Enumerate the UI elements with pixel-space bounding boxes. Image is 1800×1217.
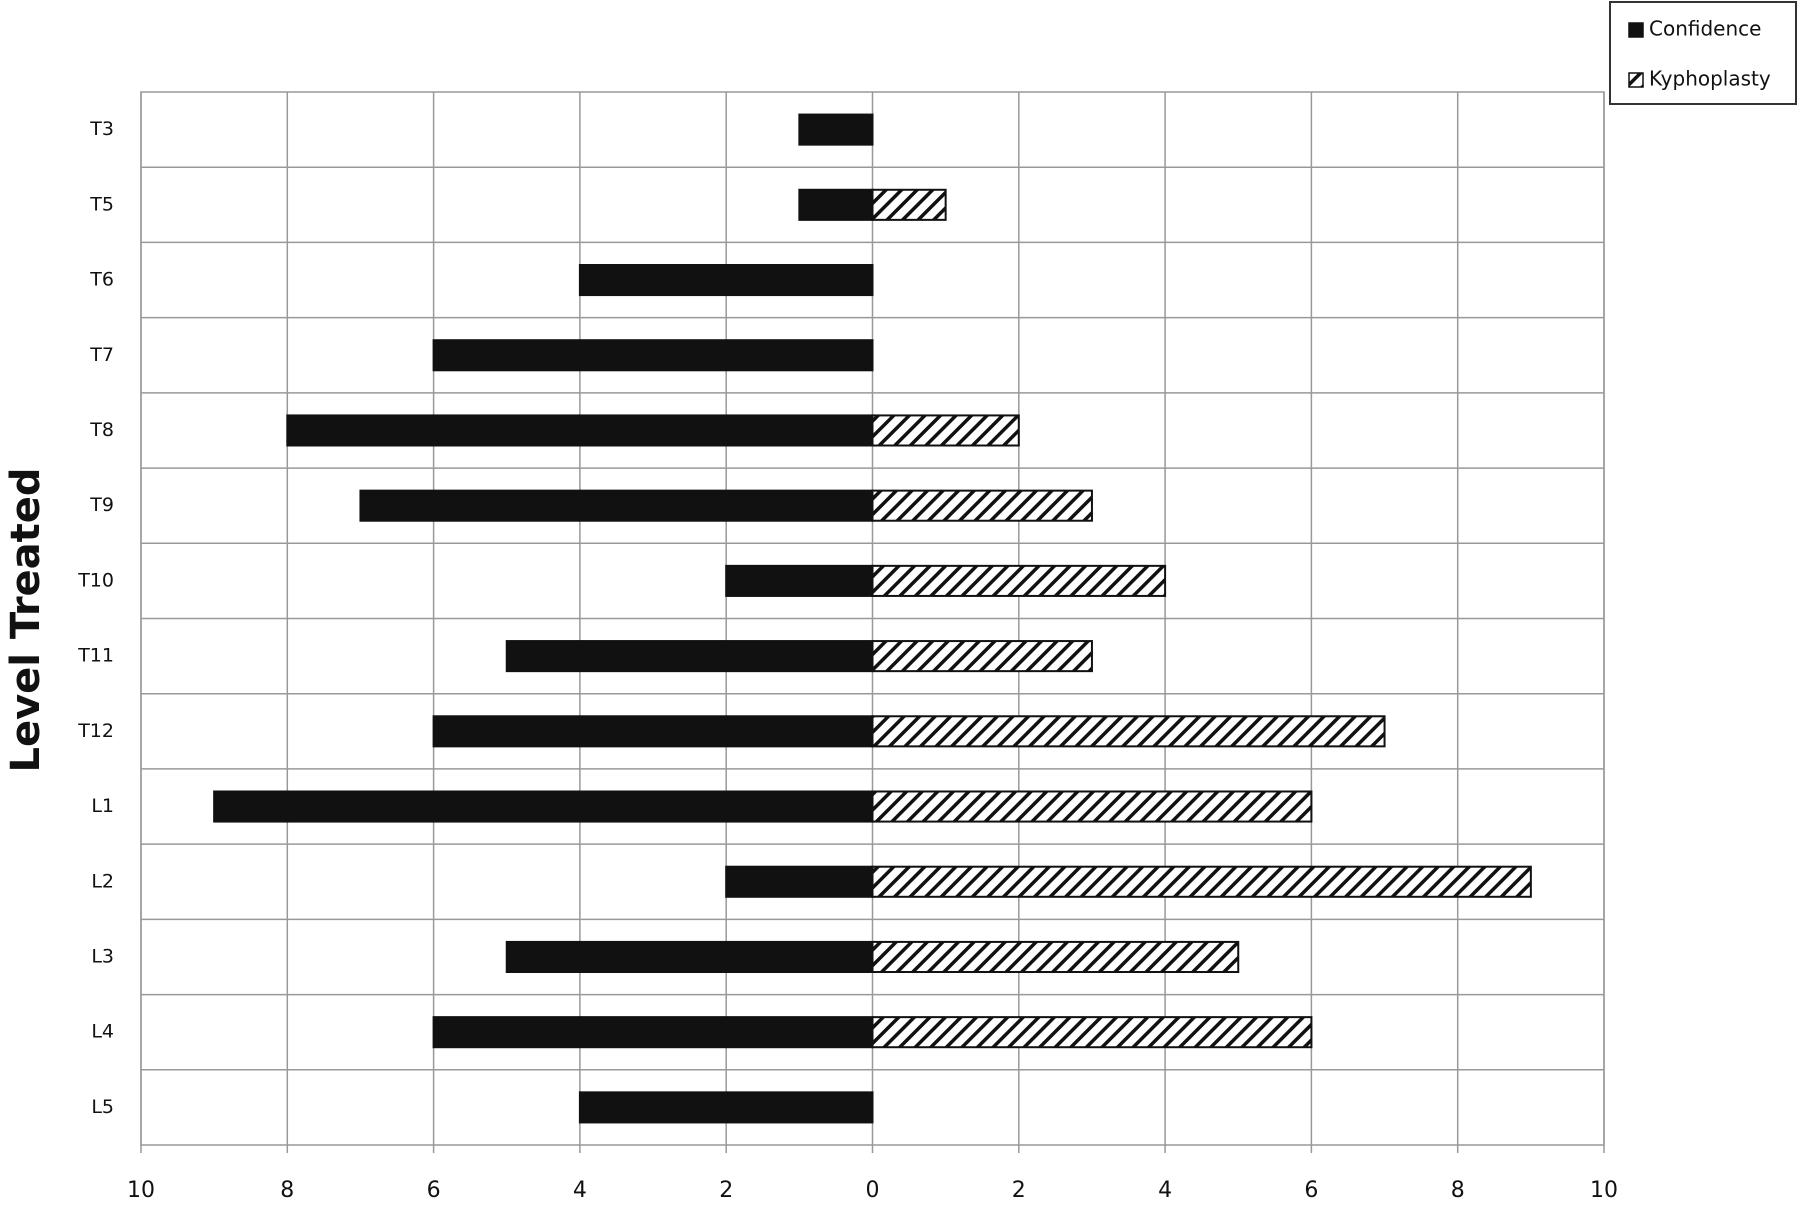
legend-swatch — [1628, 72, 1644, 88]
bar — [505, 640, 874, 673]
y-tick-label: T12 — [77, 720, 114, 742]
bar — [505, 940, 874, 974]
bar — [798, 113, 874, 146]
legend-label: Kyphoplasty — [1649, 67, 1771, 91]
y-tick-label: L4 — [91, 1021, 114, 1043]
legend-label: Confidence — [1649, 17, 1761, 41]
bar — [432, 339, 874, 372]
x-tick-label: 4 — [1158, 1178, 1172, 1203]
bar — [725, 865, 874, 898]
y-tick-label: L1 — [91, 795, 114, 817]
y-tick-label: T7 — [89, 344, 114, 366]
x-tick-label: 6 — [1304, 1178, 1318, 1203]
bar — [871, 489, 1093, 522]
bar — [871, 564, 1167, 597]
x-tick-label: 10 — [1590, 1178, 1618, 1203]
x-tick-label: 6 — [427, 1178, 441, 1203]
bar — [213, 790, 874, 823]
x-tick-label: 4 — [573, 1178, 587, 1203]
y-tick-label: L5 — [91, 1096, 114, 1118]
y-tick-label: T6 — [89, 269, 114, 291]
bar — [871, 640, 1093, 673]
y-tick-label: T9 — [89, 494, 114, 516]
bar — [871, 940, 1240, 974]
y-tick-label: L3 — [91, 945, 114, 967]
bar — [725, 564, 874, 597]
bar — [871, 865, 1532, 898]
bar — [871, 715, 1386, 748]
x-tick-label: 8 — [280, 1178, 294, 1203]
bar — [871, 790, 1313, 823]
bar — [871, 414, 1020, 447]
bar — [286, 414, 874, 447]
y-tick-label: T3 — [89, 118, 114, 140]
x-tick-label: 8 — [1451, 1178, 1465, 1203]
y-tick-label: L2 — [91, 870, 114, 892]
bar — [578, 1091, 874, 1124]
bar — [432, 715, 874, 748]
bar — [432, 1016, 874, 1049]
y-tick-label: T11 — [77, 645, 114, 667]
y-tick-label: T10 — [77, 569, 114, 591]
legend-swatch — [1628, 22, 1644, 38]
bar — [578, 263, 874, 297]
bar — [359, 489, 874, 522]
x-tick-label: 2 — [719, 1178, 733, 1203]
x-tick-label: 2 — [1012, 1178, 1026, 1203]
bar — [871, 1016, 1313, 1049]
x-tick-label: 10 — [127, 1178, 155, 1203]
y-tick-label: T5 — [89, 193, 114, 215]
x-tick-label: 0 — [866, 1178, 880, 1203]
y-tick-label: T8 — [89, 419, 114, 441]
bar — [798, 188, 874, 221]
bar — [871, 188, 947, 221]
y-axis-title: Level Treated — [3, 467, 49, 772]
